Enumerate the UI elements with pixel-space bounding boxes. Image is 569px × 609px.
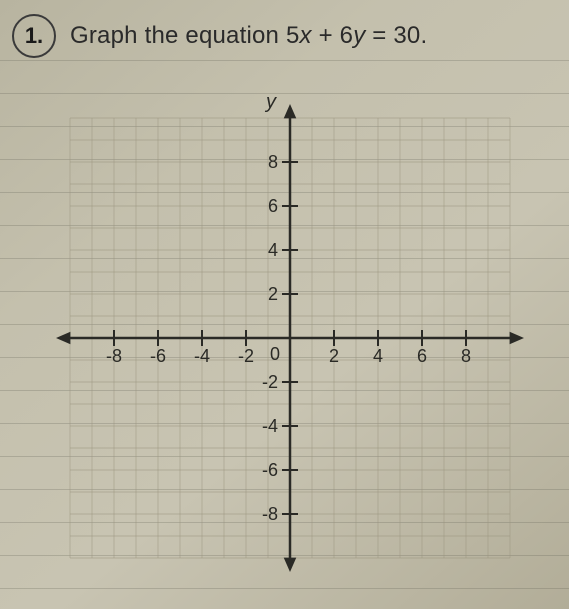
svg-text:-6: -6 xyxy=(150,346,166,366)
question-header: 1. Graph the equation 5x + 6y = 30. xyxy=(12,14,557,58)
svg-text:4: 4 xyxy=(268,240,278,260)
coordinate-grid: -8-6-4-22468-8-6-4-224680yx xyxy=(40,78,540,598)
question-number-circle: 1. xyxy=(12,14,56,58)
svg-text:2: 2 xyxy=(268,284,278,304)
svg-text:-2: -2 xyxy=(238,346,254,366)
svg-text:-6: -6 xyxy=(262,460,278,480)
svg-text:8: 8 xyxy=(268,152,278,172)
prompt-equation: 5x + 6y = 30. xyxy=(286,22,427,49)
grid-svg: -8-6-4-22468-8-6-4-224680yx xyxy=(40,78,540,598)
prompt-prefix: Graph the equation xyxy=(70,22,286,49)
svg-text:6: 6 xyxy=(268,196,278,216)
svg-text:-4: -4 xyxy=(194,346,210,366)
question-prompt: Graph the equation 5x + 6y = 30. xyxy=(70,22,427,50)
svg-text:-8: -8 xyxy=(262,504,278,524)
svg-text:y: y xyxy=(264,91,277,113)
svg-text:0: 0 xyxy=(270,344,280,364)
svg-text:2: 2 xyxy=(329,346,339,366)
svg-text:-8: -8 xyxy=(106,346,122,366)
question-number: 1. xyxy=(25,23,43,49)
svg-text:8: 8 xyxy=(461,346,471,366)
svg-text:6: 6 xyxy=(417,346,427,366)
svg-text:-4: -4 xyxy=(262,416,278,436)
svg-text:4: 4 xyxy=(373,346,383,366)
svg-text:-2: -2 xyxy=(262,372,278,392)
